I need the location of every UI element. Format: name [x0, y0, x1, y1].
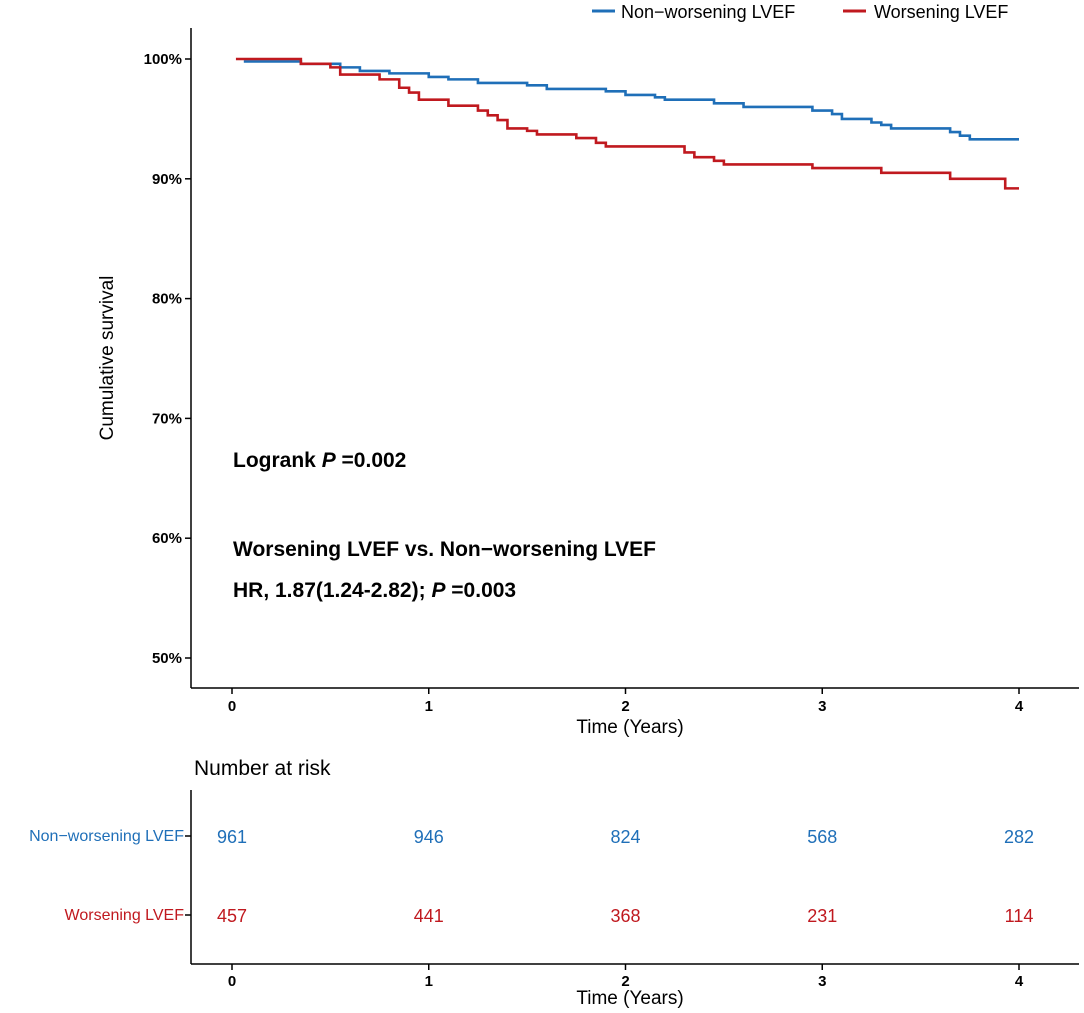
risk-cell: 368: [610, 906, 640, 926]
risk-cell: 961: [217, 827, 247, 847]
x-tick-label: 0: [228, 698, 236, 715]
y-tick-label: 50%: [152, 650, 182, 667]
risk-cell: 824: [610, 827, 640, 847]
risk-cell: 282: [1004, 827, 1034, 847]
risk-x-tick-label: 4: [1015, 973, 1024, 990]
x-tick-label: 4: [1015, 698, 1024, 715]
risk-table: Number at risk Non−worsening LVEF Worsen…: [29, 757, 1079, 1009]
y-tick-label: 60%: [152, 530, 182, 547]
logrank-annotation: Logrank P =0.002: [233, 449, 406, 472]
series-line-non-worsening: [243, 60, 1019, 141]
legend-label-worsening: Worsening LVEF: [874, 2, 1008, 22]
y-ticks: 50% 60% 70% 80% 90% 100%: [144, 51, 191, 667]
x-tick-label: 3: [818, 698, 826, 715]
x-tick-label: 2: [621, 698, 629, 715]
comparison-annotation: Worsening LVEF vs. Non−worsening LVEF: [233, 538, 656, 561]
legend-label-non-worsening: Non−worsening LVEF: [621, 2, 795, 22]
survival-plot: 50% 60% 70% 80% 90% 100% 0 1 2 3 4 Time (Years) C…: [97, 28, 1079, 738]
risk-cell: 231: [807, 906, 837, 926]
risk-cell: 568: [807, 827, 837, 847]
risk-x-tick-label: 3: [818, 973, 826, 990]
risk-x-tick-label: 0: [228, 973, 236, 990]
risk-cell: 114: [1005, 906, 1034, 926]
risk-row-label-non-worsening: Non−worsening LVEF: [29, 828, 184, 845]
risk-row-label-worsening: Worsening LVEF: [65, 907, 185, 924]
y-tick-label: 90%: [152, 171, 182, 188]
risk-x-ticks: 0 1 2 3 4: [228, 964, 1024, 990]
hr-annotation: HR, 1.87(1.24-2.82); P =0.003: [233, 579, 516, 602]
risk-x-tick-label: 1: [425, 973, 433, 990]
y-axis-title: Cumulative survival: [97, 276, 118, 441]
risk-table-cells: 961 946 824 568 282 457 441 368 231 114: [217, 827, 1034, 926]
y-tick-label: 100%: [144, 51, 182, 68]
x-ticks: 0 1 2 3 4: [228, 688, 1024, 715]
y-tick-label: 80%: [152, 291, 182, 308]
series-line-worsening: [235, 57, 1019, 190]
x-tick-label: 1: [425, 698, 433, 715]
legend: Non−worsening LVEF Worsening LVEF: [592, 2, 1008, 22]
risk-table-title: Number at risk: [194, 757, 331, 780]
risk-cell: 457: [217, 906, 247, 926]
x-axis-title: Time (Years): [576, 717, 683, 738]
risk-cell: 946: [414, 827, 444, 847]
risk-x-tick-label: 2: [621, 973, 629, 990]
risk-x-axis-title: Time (Years): [576, 988, 683, 1009]
y-tick-label: 70%: [152, 410, 182, 427]
risk-cell: 441: [414, 906, 444, 926]
